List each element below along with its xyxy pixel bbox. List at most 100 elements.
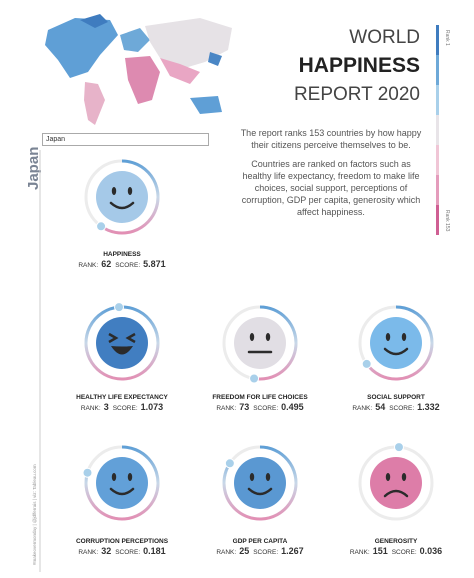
metric-name: SOCIAL SUPPORT — [367, 394, 425, 401]
legend-swatch — [436, 55, 439, 85]
gauge-arc — [365, 305, 434, 381]
metric-values: RANK: 73 SCORE: 0.495 — [216, 402, 303, 412]
rank-label: RANK: — [350, 549, 370, 556]
gauge-arc — [84, 305, 160, 381]
score-label: SCORE: — [389, 405, 414, 412]
score-value: 5.871 — [143, 259, 166, 269]
face-eye — [265, 473, 271, 481]
face — [96, 171, 148, 223]
face-eye — [249, 333, 255, 341]
gauge-dot — [393, 442, 404, 453]
score-value: 0.181 — [143, 546, 166, 556]
face-eye — [127, 187, 133, 195]
gauge-dot — [249, 373, 260, 384]
metric-values: RANK: 32 SCORE: 0.181 — [78, 546, 165, 556]
description: The report ranks 153 countries by how ha… — [240, 128, 422, 150]
description: Countries are ranked on factors such as … — [241, 159, 421, 217]
face — [96, 457, 148, 509]
face — [234, 317, 286, 369]
rank-value: 62 — [101, 259, 111, 269]
face-eye — [249, 473, 255, 481]
score-label: SCORE: — [392, 549, 417, 556]
metric-values: RANK: 54 SCORE: 1.332 — [352, 402, 439, 412]
gauge-dot — [82, 467, 93, 478]
rank-legend — [436, 25, 439, 235]
face — [96, 317, 148, 369]
metric-values: RANK: 151 SCORE: 0.036 — [350, 546, 442, 556]
rank-label: RANK: — [216, 549, 236, 556]
face-eye — [111, 473, 117, 481]
face-eye — [265, 333, 271, 341]
face-eye — [127, 473, 133, 481]
title-line2: HAPPINESS — [299, 54, 420, 77]
rank-label: RANK: — [78, 549, 98, 556]
legend-swatch — [436, 205, 439, 235]
gauge-arc — [253, 305, 298, 381]
rank-value: 25 — [239, 546, 249, 556]
metric-name: FREEDOM FOR LIFE CHOICES — [212, 394, 308, 401]
score-label: SCORE: — [115, 549, 140, 556]
country-name: Japan — [25, 147, 42, 190]
face-eye — [111, 187, 117, 195]
credit: #makeovermonday | @jdlferrais | viz: Tab… — [32, 464, 37, 565]
score-value: 0.036 — [420, 546, 443, 556]
metric-values: RANK: 62 SCORE: 5.871 — [78, 259, 165, 269]
face-eye — [385, 333, 391, 341]
gauge-dot — [224, 458, 235, 469]
face — [370, 457, 422, 509]
face-eye — [401, 473, 407, 481]
rank-label: RANK: — [81, 405, 101, 412]
metric-name: CORRUPTION PERCEPTIONS — [76, 538, 169, 545]
face-mouth — [109, 487, 135, 496]
legend-swatch — [436, 175, 439, 205]
metric-name: GDP PER CAPITA — [233, 538, 288, 545]
face-mouth — [247, 487, 273, 496]
score-label: SCORE: — [253, 549, 278, 556]
face-mouth — [383, 347, 409, 356]
rank-value: 3 — [104, 402, 109, 412]
gauge-arc — [84, 445, 160, 521]
rank-label: RANK: — [216, 405, 236, 412]
metric-name: HEALTHY LIFE EXPECTANCY — [76, 394, 168, 401]
gauge-arc — [100, 159, 160, 235]
score-value: 1.332 — [417, 402, 440, 412]
gauge-dot — [114, 302, 125, 313]
gauge-arc — [222, 445, 298, 521]
face-eye — [401, 333, 407, 341]
metric-values: RANK: 3 SCORE: 1.073 — [81, 402, 163, 412]
score-label: SCORE: — [253, 405, 278, 412]
face-eye — [108, 332, 136, 344]
rank-value: 73 — [239, 402, 249, 412]
legend-swatch — [436, 85, 439, 115]
legend-swatch — [436, 115, 439, 145]
legend-swatch — [436, 25, 439, 55]
title-line1: WORLD — [349, 27, 420, 48]
title-line3: REPORT 2020 — [294, 84, 420, 105]
rank-value: 151 — [373, 546, 388, 556]
world-map — [45, 14, 232, 125]
metric-name: GENEROSITY — [375, 538, 418, 545]
legend-swatch — [436, 145, 439, 175]
legend-top: Rank 1 — [444, 30, 450, 46]
score-value: 0.495 — [281, 402, 304, 412]
gauge-dot — [361, 358, 372, 369]
metric-values: RANK: 25 SCORE: 1.267 — [216, 546, 303, 556]
face-mouth — [383, 489, 409, 498]
face-mouth — [111, 346, 133, 355]
score-value: 1.267 — [281, 546, 304, 556]
face — [370, 317, 422, 369]
gauge-dot — [96, 221, 107, 232]
rank-value: 54 — [375, 402, 385, 412]
country-search[interactable]: Japan — [42, 133, 209, 146]
rank-label: RANK: — [352, 405, 372, 412]
rank-label: RANK: — [78, 262, 98, 269]
metric-name: HAPPINESS — [103, 251, 141, 258]
rank-value: 32 — [101, 546, 111, 556]
legend-bottom: Rank 153 — [444, 210, 450, 232]
score-label: SCORE: — [115, 262, 140, 269]
face-mouth — [109, 201, 135, 210]
face-eye — [385, 473, 391, 481]
